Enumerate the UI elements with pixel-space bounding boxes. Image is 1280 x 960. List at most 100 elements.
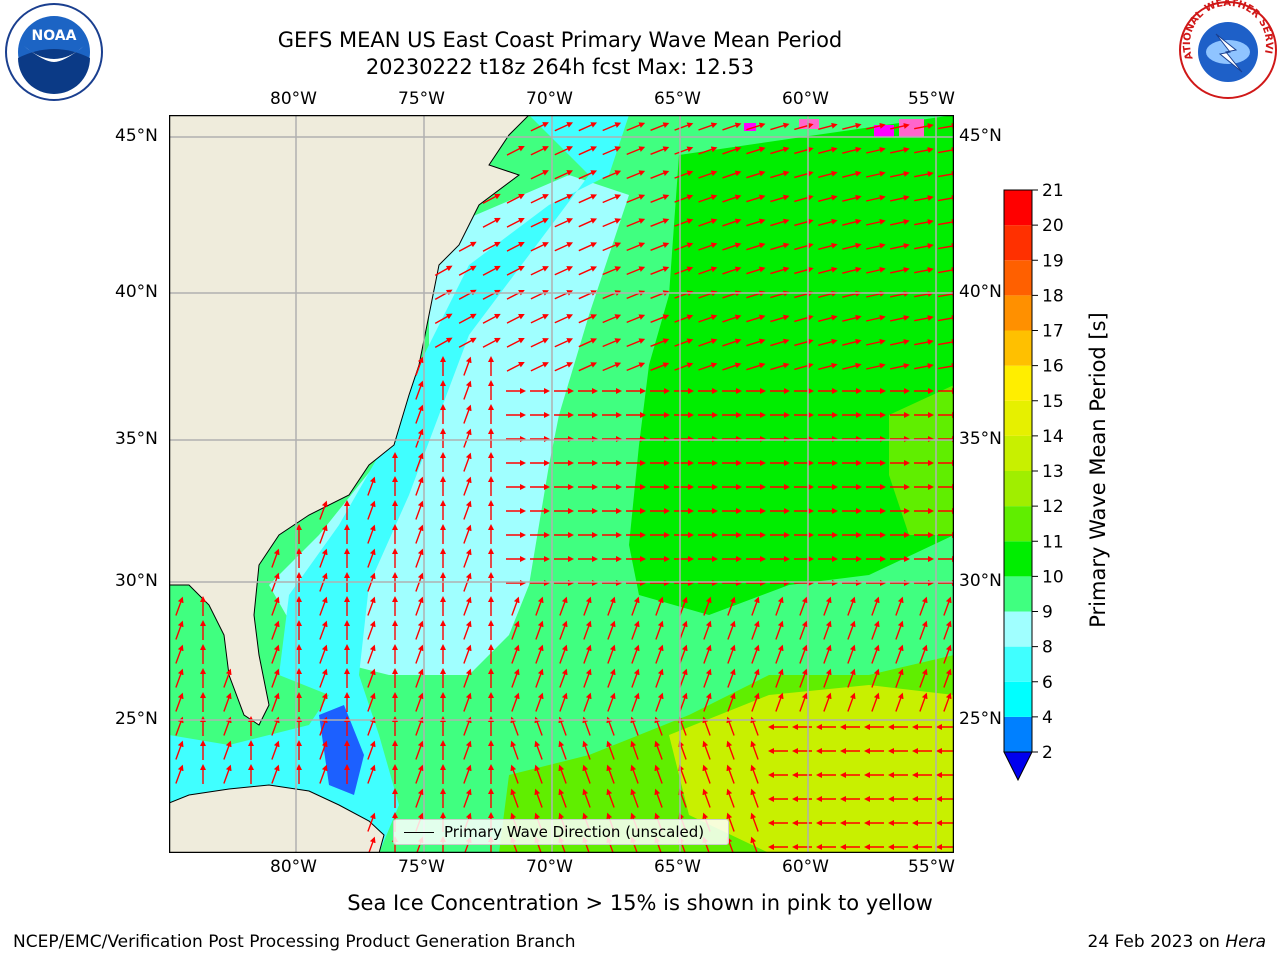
period-zone-12s-east — [889, 385, 954, 535]
colorbar-tick-label: 20 — [1042, 216, 1064, 236]
wave-direction-arrow — [367, 812, 376, 832]
wave-direction-arrow — [630, 764, 639, 784]
wave-direction-arrow — [750, 740, 759, 760]
wave-direction-arrow — [415, 644, 424, 664]
wave-direction-arrow — [463, 788, 472, 808]
wave-direction-arrow — [650, 122, 670, 131]
wave-direction-arrow — [866, 194, 886, 202]
wave-direction-arrow — [554, 122, 574, 132]
wave-direction-arrow — [722, 242, 742, 251]
wave-direction-arrow — [630, 716, 639, 736]
wave-direction-arrow — [794, 242, 814, 251]
wave-direction-arrow — [866, 242, 886, 250]
wave-direction-arrow — [271, 572, 280, 592]
wave-direction-arrow — [871, 620, 880, 640]
wave-direction-arrow — [818, 362, 838, 370]
wave-direction-arrow — [175, 644, 184, 664]
wave-direction-arrow — [602, 362, 622, 372]
wave-direction-arrow — [770, 338, 790, 347]
wave-direction-arrow — [535, 644, 544, 664]
wave-direction-arrow — [746, 146, 766, 155]
wave-direction-arrow — [559, 644, 568, 664]
wave-direction-arrow — [866, 338, 886, 346]
wave-direction-arrow — [818, 266, 838, 274]
wave-direction-arrow — [866, 170, 886, 178]
wave-direction-arrow — [578, 266, 598, 276]
wave-direction-arrow — [895, 692, 904, 712]
lat-label-left: 35°N — [115, 429, 158, 449]
wave-direction-arrow — [554, 146, 574, 156]
wave-direction-arrow — [463, 428, 472, 448]
wave-direction-arrow — [890, 267, 910, 274]
wave-direction-arrow — [726, 764, 735, 784]
colorbar-tick-label: 8 — [1042, 638, 1053, 658]
lat-label-right: 35°N — [959, 429, 1002, 449]
wave-direction-arrow — [770, 266, 790, 275]
wave-direction-arrow — [679, 692, 688, 712]
wave-direction-arrow — [895, 620, 904, 640]
wave-direction-arrow — [847, 644, 856, 664]
wave-direction-arrow — [770, 242, 790, 251]
wave-direction-arrow — [775, 644, 784, 664]
wave-direction-arrow — [654, 716, 663, 736]
wave-direction-arrow — [559, 620, 568, 640]
wave-direction-arrow — [578, 218, 598, 228]
wave-direction-arrow — [823, 644, 832, 664]
wave-direction-arrow — [271, 692, 280, 712]
wave-direction-arrow — [751, 692, 760, 712]
wave-direction-arrow — [463, 668, 472, 688]
wave-direction-arrow — [655, 596, 664, 616]
wave-direction-arrow — [415, 500, 424, 520]
wave-direction-arrow — [626, 122, 646, 132]
wave-direction-arrow — [602, 242, 622, 252]
wave-direction-arrow — [914, 267, 934, 274]
wave-direction-arrow — [746, 362, 766, 371]
wave-direction-arrow — [607, 596, 616, 616]
wave-direction-arrow — [463, 500, 472, 520]
wave-direction-arrow — [919, 692, 928, 712]
wave-direction-arrow — [530, 338, 549, 348]
wave-direction-arrow — [746, 242, 766, 251]
wave-direction-arrow — [511, 620, 520, 640]
wave-direction-arrow — [463, 692, 472, 712]
wave-direction-arrow — [602, 194, 622, 204]
wave-direction-arrow — [271, 740, 280, 760]
map-border — [169, 115, 954, 853]
wave-direction-arrow — [726, 812, 735, 832]
wave-direction-arrow — [674, 194, 694, 203]
wave-direction-arrow — [746, 194, 766, 203]
wave-direction-arrow — [319, 716, 328, 736]
colorbar-cell — [1004, 400, 1032, 436]
wave-direction-arrow — [510, 740, 519, 760]
wave-direction-arrow — [679, 644, 688, 664]
wave-period-map — [169, 115, 954, 853]
wave-direction-arrow — [554, 170, 574, 180]
wave-direction-arrow — [750, 764, 759, 784]
wave-direction-arrow — [602, 314, 622, 324]
colorbar-tick-label: 4 — [1042, 708, 1053, 728]
colorbar-tick-label: 16 — [1042, 357, 1064, 377]
wave-direction-arrow — [626, 170, 646, 180]
noaa-logo: NOAA — [5, 3, 103, 101]
wave-direction-arrow — [818, 314, 838, 322]
colorbar-title: Primary Wave Mean Period [s] — [1086, 312, 1110, 628]
wave-direction-arrow — [655, 692, 664, 712]
wave-direction-arrow — [463, 572, 472, 592]
wave-direction-arrow — [535, 596, 544, 616]
wave-direction-arrow — [530, 266, 549, 276]
wave-direction-arrow — [895, 596, 904, 616]
lat-label-left: 40°N — [115, 282, 158, 302]
wave-direction-arrow — [866, 314, 886, 322]
wave-direction-arrow — [650, 194, 670, 203]
wave-direction-arrow — [367, 764, 376, 784]
wave-direction-arrow — [415, 572, 424, 592]
wave-direction-arrow — [751, 596, 760, 616]
wave-direction-arrow — [890, 147, 910, 154]
wave-direction-arrow — [650, 146, 670, 155]
wave-direction-arrow — [415, 356, 424, 376]
wave-direction-arrow — [582, 716, 591, 736]
wave-direction-arrow — [650, 170, 670, 179]
wave-direction-arrow — [890, 195, 910, 202]
colorbar-cell — [1004, 506, 1032, 542]
bahamas-shallow-water — [319, 705, 364, 795]
